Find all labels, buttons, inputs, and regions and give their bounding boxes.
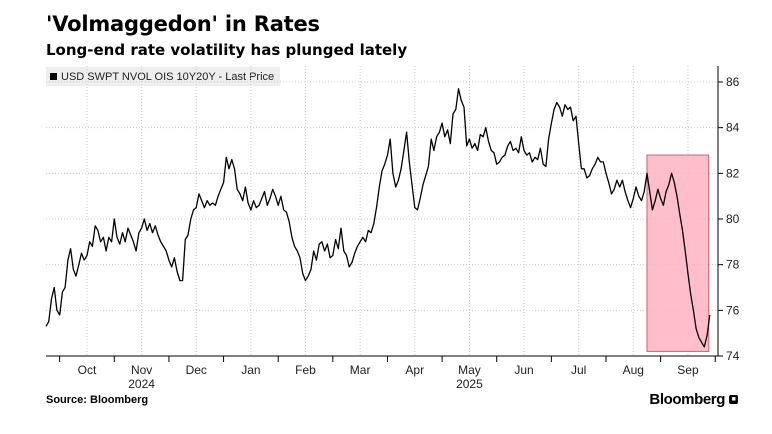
x-tick-label: Aug	[623, 363, 644, 377]
legend-label: USD SWPT NVOL OIS 10Y20Y - Last Price	[61, 70, 275, 83]
y-tick-label: 76	[726, 303, 740, 317]
x-tick-label: Mar	[350, 363, 371, 377]
x-tick-label: Apr	[405, 363, 424, 377]
y-tick-label: 84	[726, 121, 740, 135]
x-tick-label: Nov	[131, 363, 152, 377]
chart-subtitle: Long-end rate volatility has plunged lat…	[46, 41, 408, 59]
x-tick-label: Jan	[241, 363, 260, 377]
legend-swatch-icon	[50, 73, 57, 80]
source-note: Source: Bloomberg	[46, 394, 149, 406]
y-tick-label: 78	[726, 258, 740, 272]
chart-title: 'Volmaggedon' in Rates	[46, 12, 320, 36]
y-tick-label: 74	[726, 349, 740, 363]
x-tick-label: Dec	[186, 363, 207, 377]
series-line	[45, 88, 711, 348]
y-tick-label: 86	[726, 75, 740, 89]
x-tick-label: Sep	[677, 363, 699, 377]
y-tick-label: 80	[726, 212, 740, 226]
x-tick-label: Jul	[571, 363, 586, 377]
y-tick-label: 82	[726, 166, 740, 180]
legend: USD SWPT NVOL OIS 10Y20Y - Last Price	[46, 67, 281, 86]
brand-name: Bloomberg	[649, 391, 725, 408]
highlight-region	[646, 154, 710, 352]
x-year-label: 2025	[456, 377, 483, 391]
bloomberg-icon: ■	[729, 395, 738, 404]
x-tick-label: Oct	[78, 363, 97, 377]
x-tick-label: Jun	[514, 363, 533, 377]
x-tick-label: Feb	[295, 363, 316, 377]
x-tick-label: May	[458, 363, 481, 377]
brand-logo: Bloomberg ■	[649, 391, 738, 408]
x-year-label: 2024	[128, 377, 155, 391]
